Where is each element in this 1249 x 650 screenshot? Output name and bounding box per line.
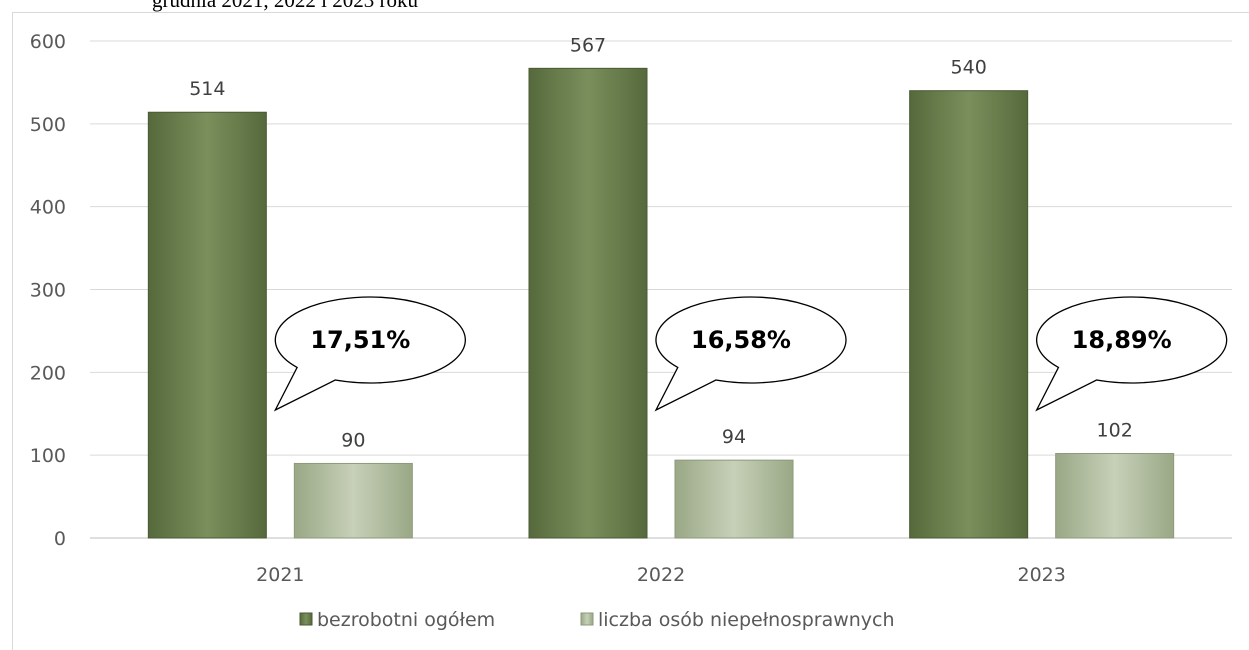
callout-bubble: 16,58% [654, 296, 847, 412]
data-label: 90 [341, 429, 365, 451]
chart-caption: grudnia 2021, 2022 i 2023 roku [152, 0, 418, 12]
bar-disabled [1055, 453, 1175, 539]
bar-total [528, 67, 648, 539]
y-tick-label: 600 [30, 31, 66, 53]
bar-disabled [293, 462, 413, 539]
y-tick-label: 0 [54, 528, 66, 550]
data-label: 567 [570, 34, 606, 56]
legend-swatch [580, 612, 594, 626]
callout-bubble: 18,89% [1035, 296, 1228, 412]
callout-text: 17,51% [310, 326, 410, 354]
x-tick-label: 2022 [637, 564, 685, 586]
callout-text: 16,58% [691, 326, 791, 354]
legend-item-disabled: liczba osób niepełnosprawnych [580, 609, 895, 631]
y-tick-label: 200 [30, 362, 66, 384]
x-tick-label: 2023 [1017, 564, 1065, 586]
bar-total [909, 90, 1029, 539]
data-label: 94 [722, 426, 746, 448]
legend-item-total: bezrobotni ogółem [299, 609, 495, 631]
callout-shape [654, 296, 847, 412]
data-label: 514 [189, 78, 225, 100]
legend-swatch [299, 612, 313, 626]
chart-frame [12, 12, 1249, 650]
data-label: 102 [1097, 420, 1133, 442]
x-tick-label: 2021 [256, 564, 304, 586]
callout-text: 18,89% [1072, 326, 1172, 354]
y-tick-label: 100 [30, 445, 66, 467]
legend-label: liczba osób niepełnosprawnych [598, 609, 895, 631]
data-label: 540 [951, 57, 987, 79]
y-tick-label: 500 [30, 114, 66, 136]
callout-bubble: 17,51% [273, 296, 466, 412]
y-tick-label: 400 [30, 197, 66, 219]
legend-label: bezrobotni ogółem [317, 609, 495, 631]
callout-shape [273, 296, 466, 412]
y-tick-label: 300 [30, 280, 66, 302]
callout-shape [1035, 296, 1228, 412]
bar-total [147, 111, 267, 539]
bar-disabled [674, 459, 794, 539]
